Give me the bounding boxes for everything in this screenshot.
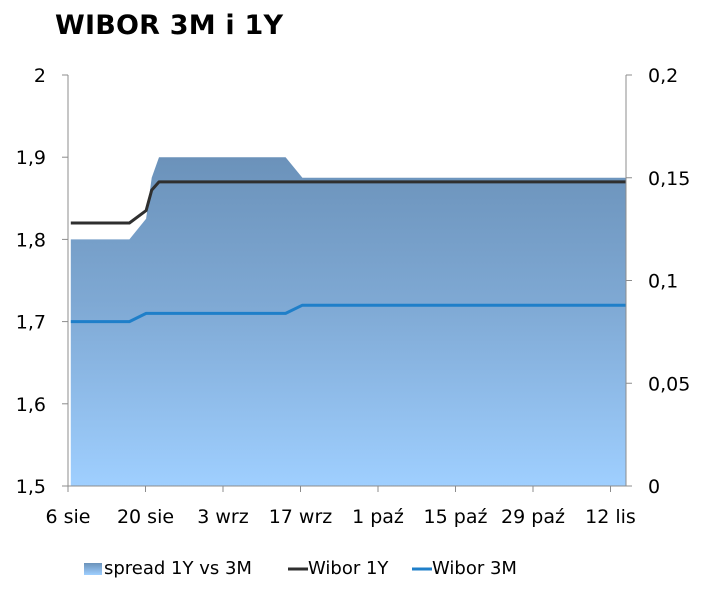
legend: spread 1Y vs 3M Wibor 1Y Wibor 3M bbox=[84, 558, 517, 579]
x-tick-label: 3 wrz bbox=[197, 506, 248, 528]
series-line-wibor-1y bbox=[70, 180, 626, 225]
x-tick-label: 29 paź bbox=[501, 506, 565, 528]
right-tick-label: 0 bbox=[648, 476, 660, 498]
legend-swatch-spread-1y-vs-3m bbox=[84, 563, 102, 575]
left-tick-label: 1,5 bbox=[16, 476, 46, 498]
x-tick-label: 12 lis bbox=[585, 506, 636, 528]
x-tick-label: 17 wrz bbox=[269, 506, 333, 528]
left-tick-label: 1,8 bbox=[16, 229, 46, 251]
left-tick-label: 2 bbox=[34, 65, 46, 87]
x-tick-label: 20 sie bbox=[117, 506, 174, 528]
right-tick-label: 0,15 bbox=[648, 168, 690, 190]
x-tick-label: 6 sie bbox=[46, 506, 91, 528]
left-tick-label: 1,9 bbox=[16, 147, 46, 169]
right-tick-label: 0,2 bbox=[648, 65, 678, 87]
legend-label-wibor-1y: Wibor 1Y bbox=[308, 558, 389, 579]
left-tick-label: 1,7 bbox=[16, 312, 46, 334]
x-tick-label: 15 paź bbox=[424, 506, 488, 528]
right-tick-label: 0,05 bbox=[648, 373, 690, 395]
x-tick-label: 1 paź bbox=[352, 506, 404, 528]
right-tick-label: 0,1 bbox=[648, 271, 678, 293]
series-area-spread-1y-vs-3m bbox=[70, 157, 627, 486]
legend-label-spread-1y-vs-3m: spread 1Y vs 3M bbox=[104, 558, 252, 579]
chart-title: WIBOR 3M i 1Y bbox=[55, 10, 284, 41]
legend-label-wibor-3m: Wibor 3M bbox=[432, 558, 517, 579]
series-line-wibor-3m bbox=[70, 303, 626, 324]
left-tick-label: 1,6 bbox=[16, 394, 46, 416]
